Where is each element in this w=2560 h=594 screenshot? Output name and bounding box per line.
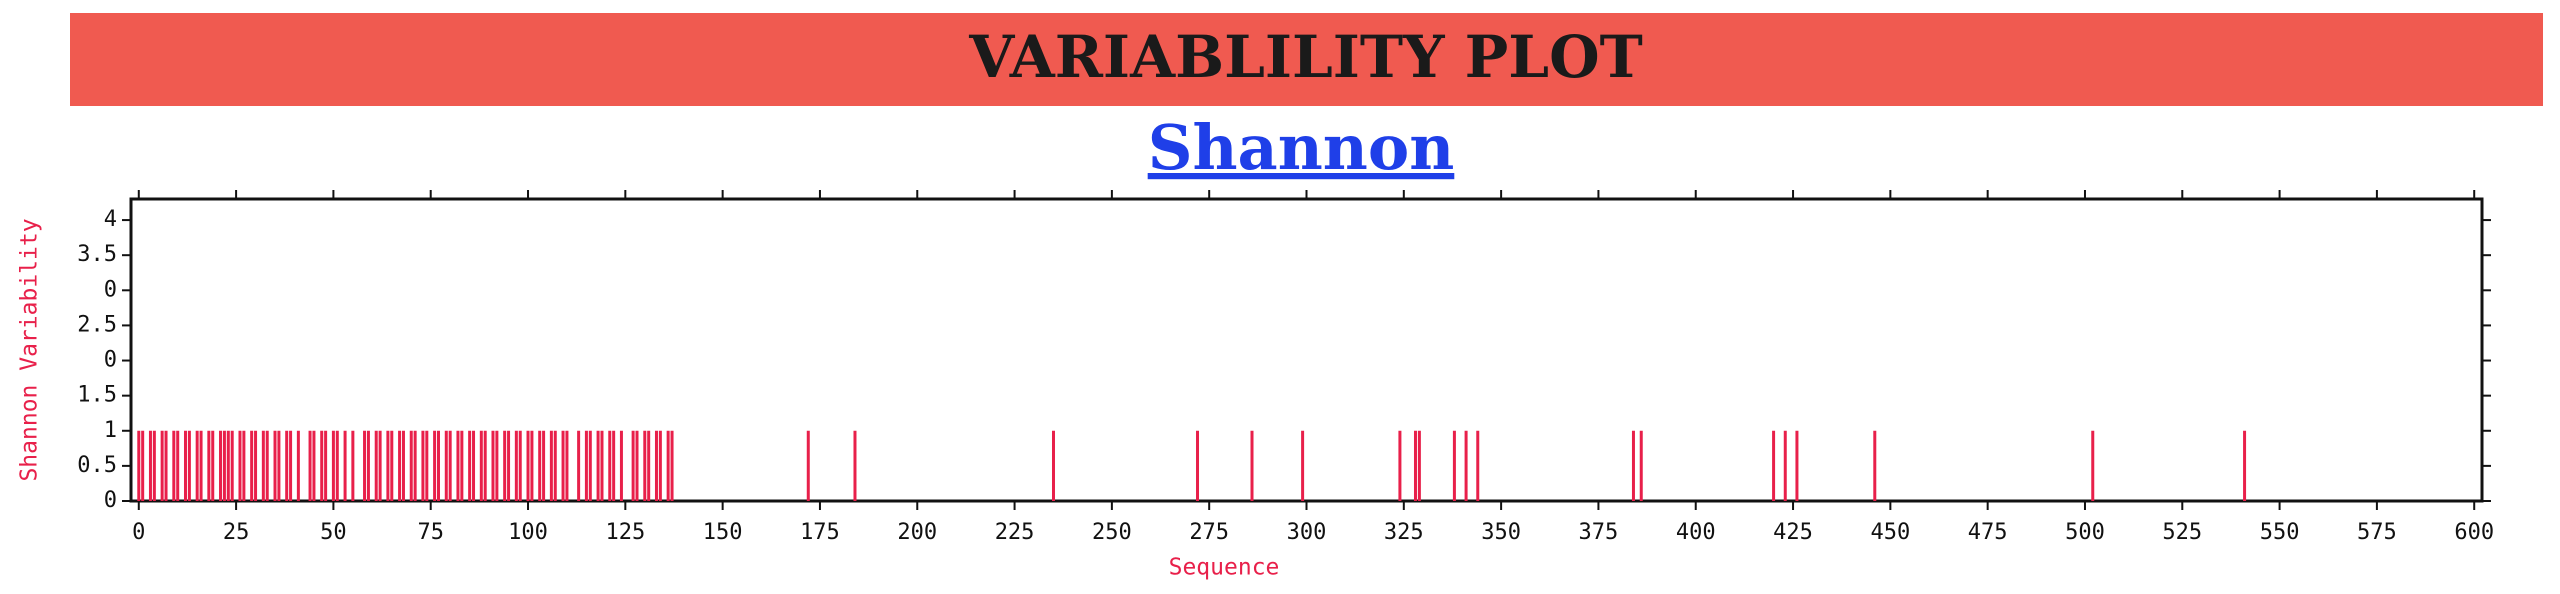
x-tick-label: 125 bbox=[605, 520, 645, 545]
y-tick-label: 1.5 bbox=[77, 383, 117, 408]
y-tick-label: 2.5 bbox=[77, 312, 117, 337]
x-tick-label: 225 bbox=[995, 520, 1035, 545]
x-tick-label: 250 bbox=[1092, 520, 1132, 545]
x-tick-label: 375 bbox=[1579, 520, 1619, 545]
x-tick-label: 150 bbox=[703, 520, 743, 545]
chart-title[interactable]: Shannon bbox=[1148, 111, 1455, 184]
x-tick-label: 25 bbox=[223, 520, 250, 545]
header-bar bbox=[70, 13, 2543, 106]
y-axis-label: Shannon Variability bbox=[17, 218, 43, 481]
x-tick-label: 50 bbox=[320, 520, 347, 545]
x-tick-label: 500 bbox=[2065, 520, 2105, 545]
x-tick-label: 175 bbox=[800, 520, 840, 545]
x-tick-label: 425 bbox=[1773, 520, 1813, 545]
x-tick-label: 325 bbox=[1384, 520, 1424, 545]
plot-frame bbox=[129, 197, 2484, 503]
x-tick-label: 300 bbox=[1287, 520, 1327, 545]
y-tick-label: 4 bbox=[104, 207, 117, 232]
x-tick-label: 400 bbox=[1676, 520, 1716, 545]
x-tick-label: 575 bbox=[2357, 520, 2397, 545]
x-tick-label: 275 bbox=[1189, 520, 1229, 545]
x-tick-label: 75 bbox=[417, 520, 444, 545]
y-tick-label: 0 bbox=[104, 348, 117, 373]
x-tick-label: 525 bbox=[2162, 520, 2202, 545]
x-tick-label: 600 bbox=[2454, 520, 2494, 545]
y-tick-label: 3.5 bbox=[77, 242, 117, 267]
y-tick-label: 0 bbox=[104, 488, 117, 513]
x-tick-label: 0 bbox=[132, 520, 145, 545]
x-tick-label: 475 bbox=[1968, 520, 2008, 545]
y-tick-label: 0 bbox=[104, 277, 117, 302]
y-tick-label: 1 bbox=[104, 418, 117, 443]
x-axis-label: Sequence bbox=[1169, 555, 1280, 581]
x-tick-label: 350 bbox=[1481, 520, 1521, 545]
x-tick-label: 450 bbox=[1870, 520, 1910, 545]
x-tick-label: 550 bbox=[2260, 520, 2300, 545]
x-tick-label: 100 bbox=[508, 520, 548, 545]
y-tick-label: 0.5 bbox=[77, 453, 117, 478]
header-title: VARIABLILITY PLOT bbox=[968, 23, 1643, 91]
x-tick-label: 200 bbox=[897, 520, 937, 545]
